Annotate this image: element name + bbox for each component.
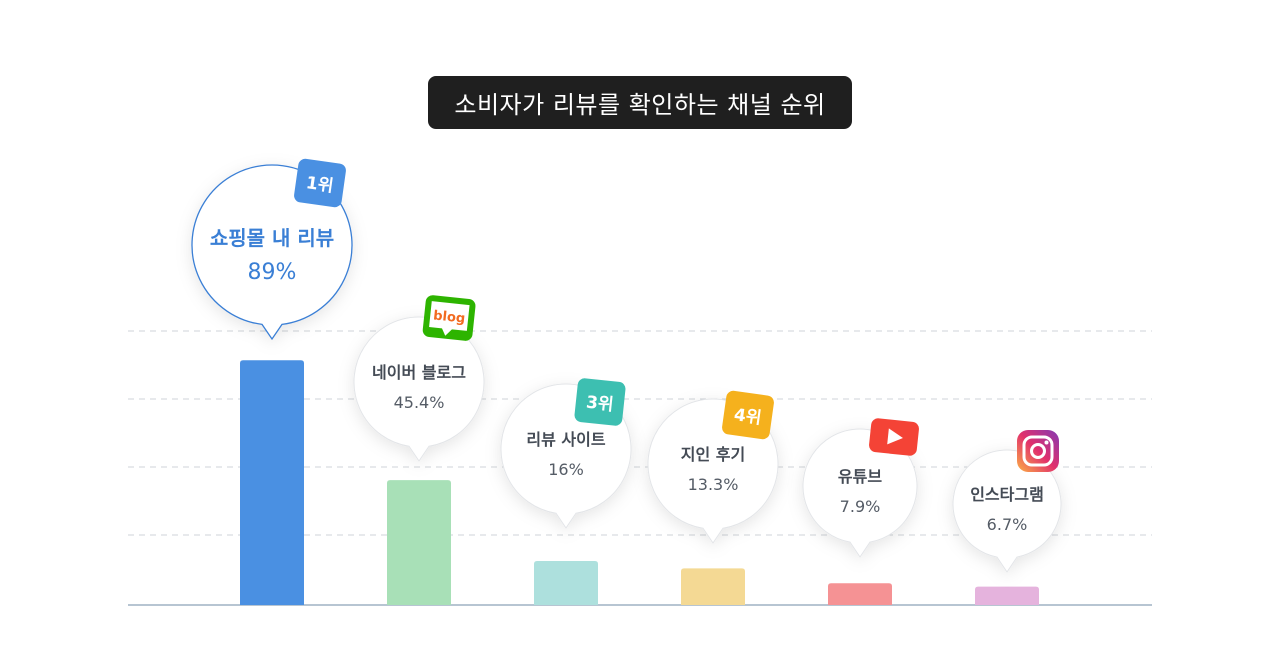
bar: [681, 568, 745, 605]
callout-bubble: 쇼핑몰 내 리뷰 89%: [191, 164, 353, 341]
category-label: 지인 후기: [681, 445, 745, 464]
instagram-icon-lens: [1030, 443, 1046, 459]
rank-badge: 1위: [294, 158, 346, 208]
data-label: 13.3%: [688, 475, 739, 494]
rank-badge-bg: [722, 390, 774, 440]
youtube-icon: [869, 418, 919, 456]
rank-badge: 4위: [722, 390, 774, 440]
category-label: 네이버 블로그: [372, 363, 466, 382]
blog-icon-speech: [429, 301, 470, 336]
instagram-icon: [1017, 430, 1059, 472]
callout-bubble: 네이버 블로그 45.4%: [353, 316, 485, 462]
bubble-body: [952, 449, 1062, 573]
naver-blog-icon: blog: [422, 295, 476, 341]
callout-bubble: 인스타그램 6.7%: [952, 449, 1062, 573]
play-icon: [887, 428, 903, 445]
bubble-body: [802, 428, 918, 558]
rank-badge: 3위: [574, 378, 626, 426]
rank-label: 1위: [305, 173, 335, 197]
rank-badge-bg: [294, 158, 346, 208]
data-label: 6.7%: [987, 515, 1028, 534]
data-label: 45.4%: [394, 393, 445, 412]
data-label: 16%: [548, 460, 584, 479]
category-label: 쇼핑몰 내 리뷰: [210, 226, 334, 250]
data-label: 89%: [248, 260, 297, 285]
instagram-icon-frame: [1022, 435, 1054, 467]
category-label: 인스타그램: [970, 485, 1044, 504]
rank-badge-bg: [574, 378, 626, 426]
rank-label: 4위: [733, 405, 763, 429]
rank-label: 3위: [585, 393, 614, 416]
bar: [387, 480, 451, 605]
bubble-body: [353, 316, 485, 462]
category-label: 리뷰 사이트: [526, 430, 605, 449]
data-label: 7.9%: [840, 497, 881, 516]
bar: [534, 561, 598, 605]
bubble-body: [191, 164, 353, 341]
callout-bubble: 유튜브 7.9%: [802, 428, 918, 558]
bar: [240, 360, 304, 605]
bar: [828, 583, 892, 605]
chart-title: 소비자가 리뷰를 확인하는 채널 순위: [428, 76, 852, 129]
category-label: 유튜브: [838, 467, 882, 486]
instagram-icon-bg: [1017, 430, 1059, 472]
bar: [975, 586, 1039, 605]
blog-icon-text: blog: [432, 308, 465, 326]
instagram-icon-dot: [1044, 440, 1049, 445]
